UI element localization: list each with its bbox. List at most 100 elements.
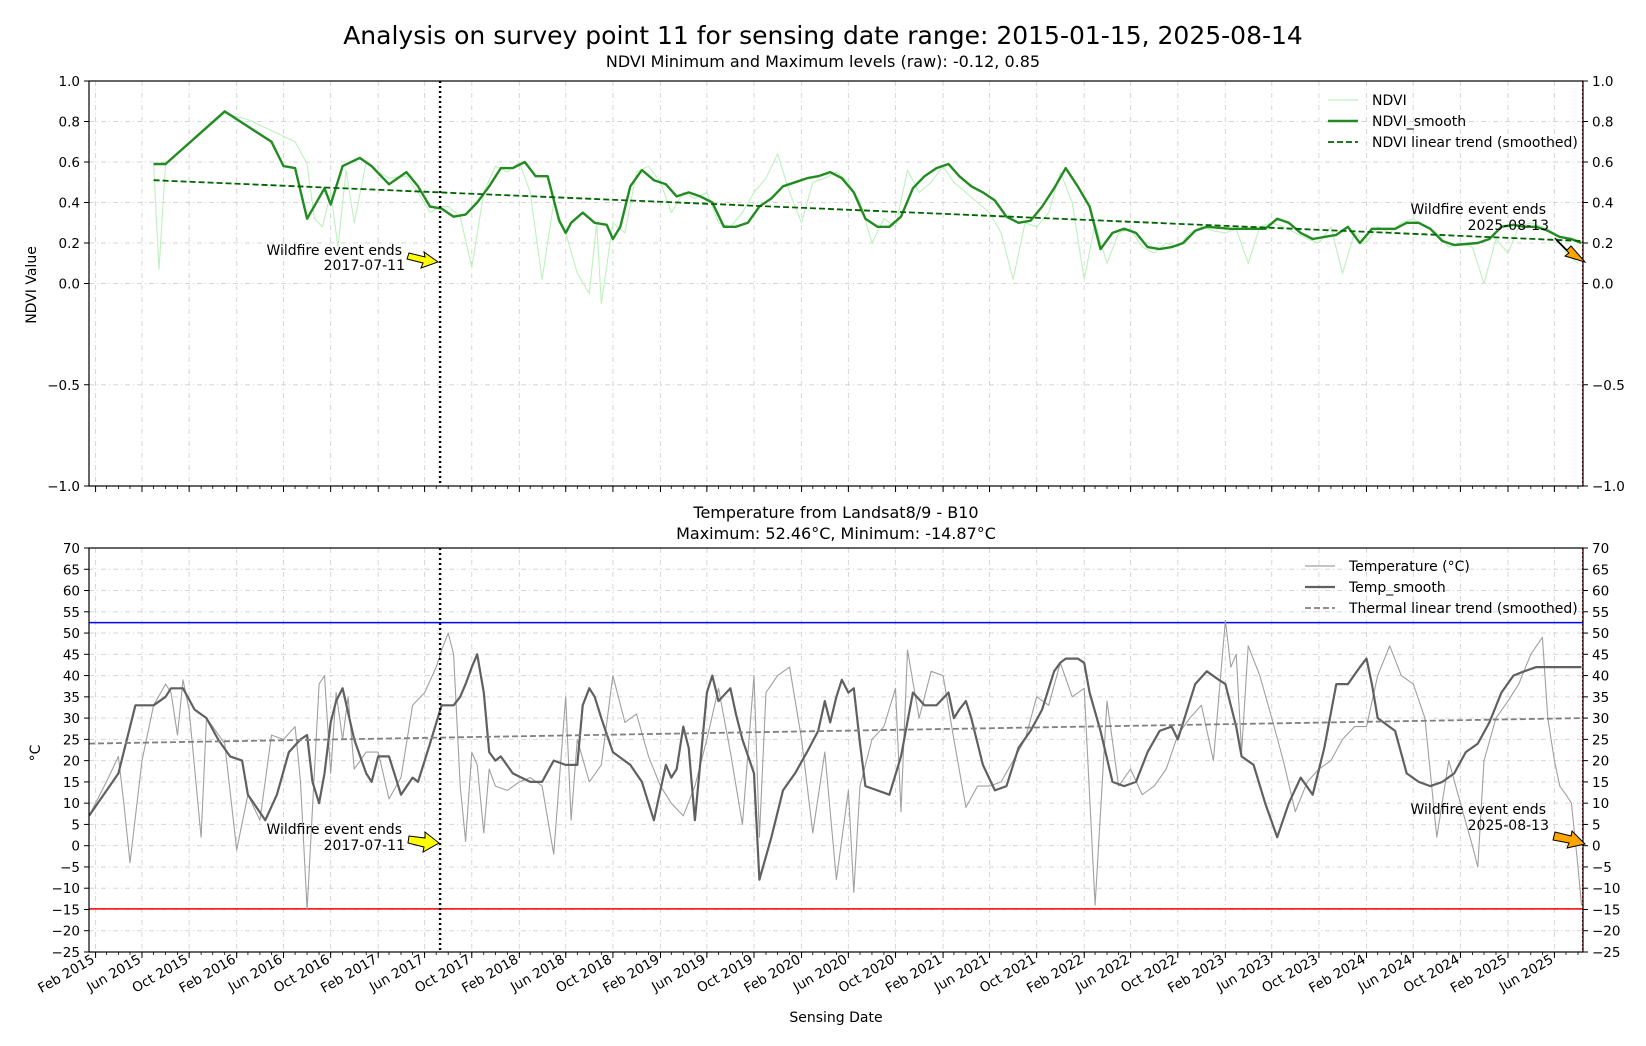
figure-title: Analysis on survey point 11 for sensing … — [343, 21, 1303, 50]
event-label: Wildfire event ends — [1410, 202, 1546, 218]
y-tick-label-right: 0.2 — [1592, 236, 1613, 252]
ndvi-legend: NDVI NDVI_smooth NDVI linear trend (smoo… — [1328, 93, 1578, 151]
y-tick-label-right: 30 — [1592, 711, 1609, 727]
event-date: 2025-08-13 — [1468, 818, 1549, 834]
y-tick-label-right: −1.0 — [1592, 479, 1625, 495]
event-date: 2025-08-13 — [1468, 218, 1549, 234]
y-tick-label-right: −25 — [1592, 945, 1621, 961]
ndvi-tick-labels: 1.0 1.0 0.8 0.8 0.6 0.6 0.4 0.4 0.2 0.2 0.0 0.0 −0.5… — [47, 74, 1625, 495]
temp-grid — [89, 547, 1583, 953]
y-tick-label: 60 — [63, 584, 80, 600]
y-tick-label: 70 — [63, 541, 80, 557]
y-tick-label-right: 45 — [1592, 647, 1609, 663]
y-tick-label-right: −0.5 — [1592, 378, 1625, 394]
legend-label-temp-smooth: Temp_smooth — [1348, 580, 1446, 596]
y-tick-label-right: 60 — [1592, 584, 1609, 600]
ndvi-subtitle: NDVI Minimum and Maximum levels (raw): -… — [606, 52, 1040, 71]
event-label: Wildfire event ends — [266, 822, 402, 838]
y-tick-label-right: 40 — [1592, 669, 1609, 685]
y-tick-label: −0.5 — [47, 378, 80, 394]
series-line-ndvi-linear-trend-smoothed — [153, 179, 1582, 242]
y-tick-label: −25 — [52, 945, 81, 961]
y-tick-label: 0.4 — [59, 196, 80, 212]
y-tick-label-right: 65 — [1592, 562, 1609, 578]
y-tick-label-right: 15 — [1592, 775, 1609, 791]
event-label: Wildfire event ends — [266, 243, 402, 259]
temp-subtitle: Maximum: 52.46°C, Minimum: -14.87°C — [676, 524, 996, 543]
y-tick-label: 45 — [63, 647, 80, 663]
y-tick-label: 65 — [63, 562, 80, 578]
event-arrow-icon — [407, 830, 440, 853]
series-line-temperature-c — [89, 619, 1583, 911]
y-tick-label: 25 — [63, 732, 80, 748]
temp-y-axis-label: °C — [28, 744, 44, 761]
temp-legend: Temperature (°C) Temp_smooth Thermal lin… — [1305, 559, 1578, 617]
y-tick-label: 0.8 — [59, 115, 80, 131]
y-tick-label-right: 70 — [1592, 541, 1609, 557]
y-tick-label: −20 — [52, 924, 81, 940]
legend-label-ndvi: NDVI — [1372, 93, 1407, 109]
y-tick-label: 5 — [71, 817, 80, 833]
series-line-temp-smooth — [89, 653, 1582, 881]
ndvi-event-annotation-2: Wildfire event ends 2025-08-13 — [1410, 202, 1587, 263]
legend-label-ndvi-trend: NDVI linear trend (smoothed) — [1372, 135, 1578, 151]
y-tick-label: 50 — [63, 626, 80, 642]
y-tick-label-right: −15 — [1592, 902, 1621, 918]
y-tick-label-right: 0 — [1592, 839, 1601, 855]
ndvi-event-annotation-1: Wildfire event ends 2017-07-11 — [266, 243, 440, 274]
y-tick-label: 0.2 — [59, 236, 80, 252]
y-tick-label: 15 — [63, 775, 80, 791]
temp-title: Temperature from Landsat8/9 - B10 — [692, 503, 978, 522]
series-line-ndvi — [153, 112, 1579, 305]
series-line-thermal-linear-trend-smoothed — [89, 717, 1583, 745]
legend-label-temperature: Temperature (°C) — [1348, 559, 1470, 575]
temp-series-group — [89, 619, 1583, 911]
y-tick-label: 1.0 — [59, 74, 80, 90]
y-tick-label-right: 1.0 — [1592, 74, 1613, 90]
y-tick-label: 30 — [63, 711, 80, 727]
y-tick-label-right: 5 — [1592, 817, 1601, 833]
y-tick-label: −15 — [52, 902, 81, 918]
y-tick-label: 0.6 — [59, 155, 80, 171]
temp-plot-area — [89, 548, 1584, 952]
y-tick-label-right: 25 — [1592, 732, 1609, 748]
y-tick-label-right: −10 — [1592, 881, 1621, 897]
temp-event-annotation-1: Wildfire event ends 2017-07-11 — [266, 822, 440, 854]
event-arrow-icon — [1554, 237, 1587, 263]
y-tick-label: 10 — [63, 796, 80, 812]
event-label: Wildfire event ends — [1410, 802, 1546, 818]
temperature-panel: Temperature from Landsat8/9 - B10 Maximu… — [28, 503, 1621, 961]
event-arrow-icon — [1552, 829, 1586, 849]
y-tick-label: −10 — [52, 881, 81, 897]
legend-label-ndvi-smooth: NDVI_smooth — [1372, 114, 1466, 130]
y-tick-label: 0 — [71, 839, 80, 855]
y-tick-label-right: 50 — [1592, 626, 1609, 642]
y-tick-label-right: −5 — [1592, 860, 1612, 876]
ndvi-panel: NDVI Minimum and Maximum levels (raw): -… — [24, 52, 1625, 495]
y-tick-label: 55 — [63, 605, 80, 621]
event-date: 2017-07-11 — [324, 258, 405, 274]
y-tick-label: −5 — [60, 860, 80, 876]
y-tick-label: −1.0 — [47, 479, 80, 495]
y-tick-label-right: 10 — [1592, 796, 1609, 812]
y-tick-label: 20 — [63, 754, 80, 770]
y-tick-label-right: 0.0 — [1592, 277, 1613, 293]
y-tick-label-right: 35 — [1592, 690, 1609, 706]
y-tick-label-right: 0.8 — [1592, 115, 1613, 131]
event-date: 2017-07-11 — [324, 838, 405, 854]
x-axis-label: Sensing Date — [789, 1010, 882, 1026]
series-line-ndvi-smooth — [153, 110, 1582, 251]
y-tick-label: 40 — [63, 669, 80, 685]
ndvi-series-group — [153, 110, 1582, 305]
y-tick-label-right: 0.6 — [1592, 155, 1613, 171]
temp-axes-frame — [88, 547, 1584, 953]
y-tick-label: 35 — [63, 690, 80, 706]
y-tick-label-right: 20 — [1592, 754, 1609, 770]
y-tick-label: 0.0 — [59, 277, 80, 293]
ndvi-y-axis-label: NDVI Value — [24, 246, 40, 324]
temp-event-annotation-2: Wildfire event ends 2025-08-13 — [1410, 802, 1586, 849]
event-arrow-icon — [406, 250, 440, 269]
